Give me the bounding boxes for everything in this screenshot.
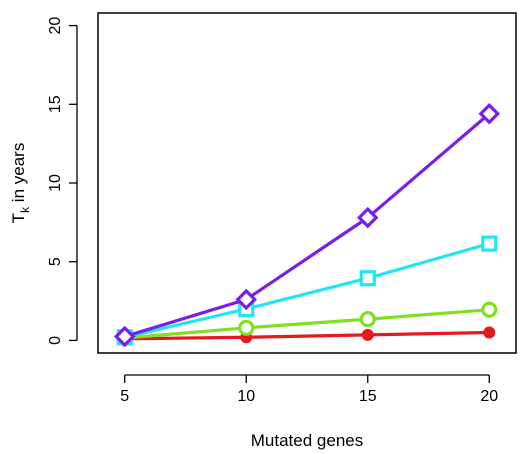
x-tick-label: 15	[359, 388, 377, 405]
series-4-line	[124, 112, 491, 339]
y-axis: 0 5 10 15 20	[47, 17, 78, 345]
y-tick-label: 0	[47, 336, 64, 345]
y-tick-label: 10	[47, 174, 64, 192]
series-4-point	[113, 325, 136, 348]
x-axis: 5 10 15 20	[120, 374, 498, 405]
y-tick-label: 20	[47, 17, 64, 35]
series-4	[113, 102, 501, 348]
series-2-point	[481, 301, 498, 318]
x-tick-label: 10	[237, 388, 255, 405]
series-3-point	[359, 270, 376, 287]
series-1	[118, 326, 496, 345]
series-4-point	[356, 206, 379, 229]
series-4-point	[235, 288, 258, 311]
y-tick-label: 15	[47, 95, 64, 113]
series-1-point	[361, 328, 374, 341]
series-2-point	[238, 319, 255, 336]
series-layer	[113, 102, 501, 348]
y-axis-label-main: T	[9, 213, 28, 223]
x-tick-label: 5	[120, 388, 129, 405]
series-1-line	[124, 330, 490, 341]
y-axis-label-subscript: k	[18, 206, 32, 213]
y-axis-label-rest: in years	[9, 143, 28, 207]
x-tick-label: 20	[480, 388, 498, 405]
plot-area-frame	[97, 12, 517, 354]
series-2-line	[124, 308, 490, 340]
y-axis-label: Tk in years	[9, 143, 32, 224]
series-2-point	[359, 311, 376, 328]
series-3-line	[124, 242, 490, 339]
y-tick-label: 5	[47, 257, 64, 266]
series-3	[116, 235, 498, 346]
series-1-point	[483, 326, 496, 339]
series-3-point	[481, 235, 498, 252]
series-4-point	[478, 102, 501, 125]
x-axis-label: Mutated genes	[251, 431, 363, 450]
